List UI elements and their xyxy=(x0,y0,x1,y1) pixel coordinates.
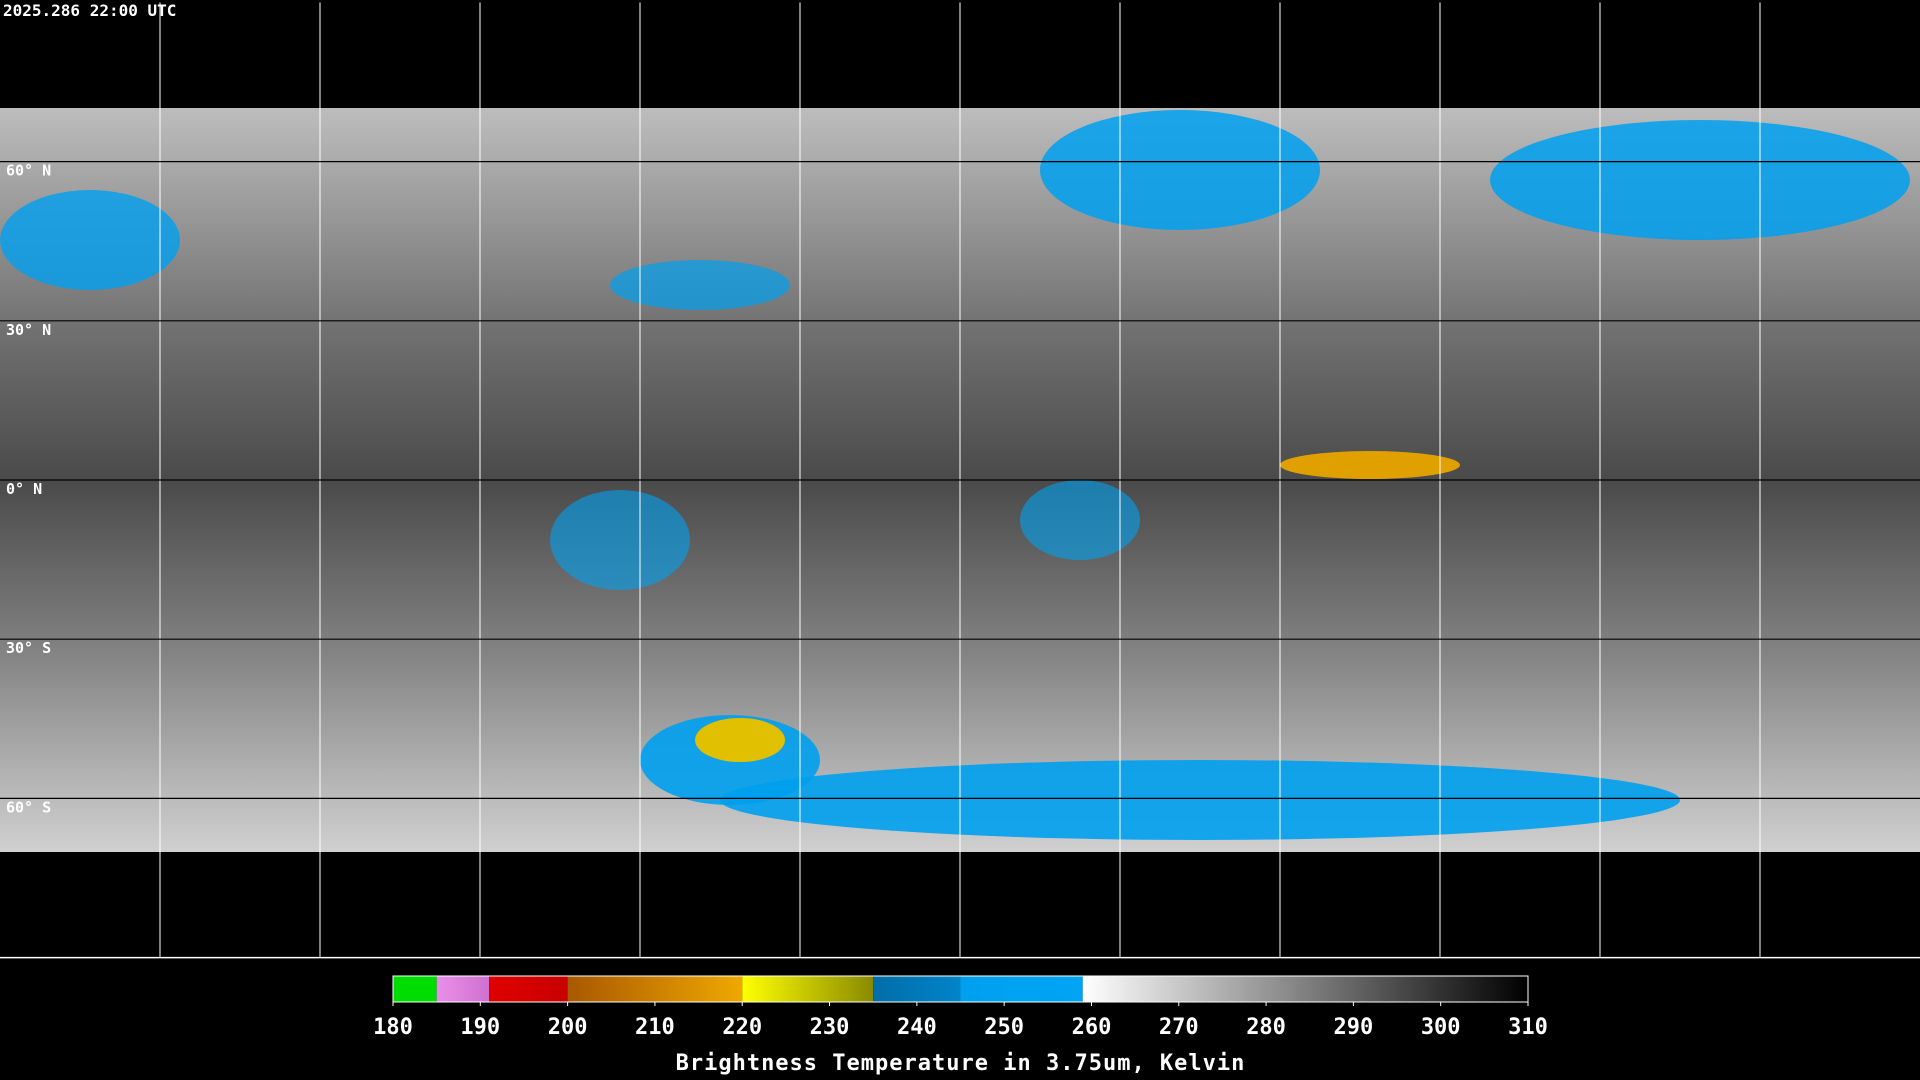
cold-cloud xyxy=(610,260,790,310)
colorbar-tick-label: 290 xyxy=(1334,1015,1374,1040)
cold-cloud xyxy=(720,760,1680,840)
colorbar-title: Brightness Temperature in 3.75um, Kelvin xyxy=(676,1051,1246,1076)
latitude-label: 60° S xyxy=(6,798,51,816)
latitude-label: 60° N xyxy=(6,162,51,180)
colorbar-tick-label: 240 xyxy=(897,1015,937,1040)
colorbar-segment xyxy=(489,976,568,1002)
deep-convection xyxy=(695,718,785,762)
colorbar-tick-label: 270 xyxy=(1159,1015,1199,1040)
cold-cloud xyxy=(0,190,180,290)
latitude-label: 30° S xyxy=(6,639,51,657)
colorbar-tick-label: 280 xyxy=(1246,1015,1286,1040)
colorbar-tick-label: 230 xyxy=(810,1015,850,1040)
colorbar-segment xyxy=(1082,976,1528,1002)
colorbar-tick-label: 260 xyxy=(1072,1015,1112,1040)
latitude-label: 0° N xyxy=(6,480,42,498)
colorbar-segment xyxy=(567,976,743,1002)
colorbar-tick-label: 220 xyxy=(722,1015,762,1040)
colorbar-tick-label: 310 xyxy=(1508,1015,1548,1040)
colorbar-tick-label: 200 xyxy=(548,1015,588,1040)
cold-cloud xyxy=(1490,120,1910,240)
colorbar-tick-label: 210 xyxy=(635,1015,675,1040)
timestamp: 2025.286 22:00 UTC xyxy=(3,1,176,20)
colorbar-segment xyxy=(873,976,961,1002)
colorbar-tick-label: 250 xyxy=(984,1015,1024,1040)
cold-cloud xyxy=(550,490,690,590)
colorbar-tick-label: 180 xyxy=(373,1015,413,1040)
latitude-label: 30° N xyxy=(6,321,51,339)
colorbar-segment xyxy=(436,976,490,1002)
colorbar-segment xyxy=(960,976,1083,1002)
colorbar-tick-label: 190 xyxy=(460,1015,500,1040)
deep-convection xyxy=(1280,451,1460,479)
colorbar: 180 190 200 210 220 230 240 250 260 270 280 290 300 3… xyxy=(373,975,1548,1076)
colorbar-tick-label: 300 xyxy=(1421,1015,1461,1040)
colorbar-segment xyxy=(393,976,437,1002)
graticule: 60° N 30° N 0° N 30° S 60° S 2025.286 22:00 U… xyxy=(0,1,1920,959)
colorbar-segment xyxy=(742,976,874,1002)
cold-cloud xyxy=(1040,110,1320,230)
cold-cloud xyxy=(1020,480,1140,560)
colorbar-frame xyxy=(392,975,1529,1003)
